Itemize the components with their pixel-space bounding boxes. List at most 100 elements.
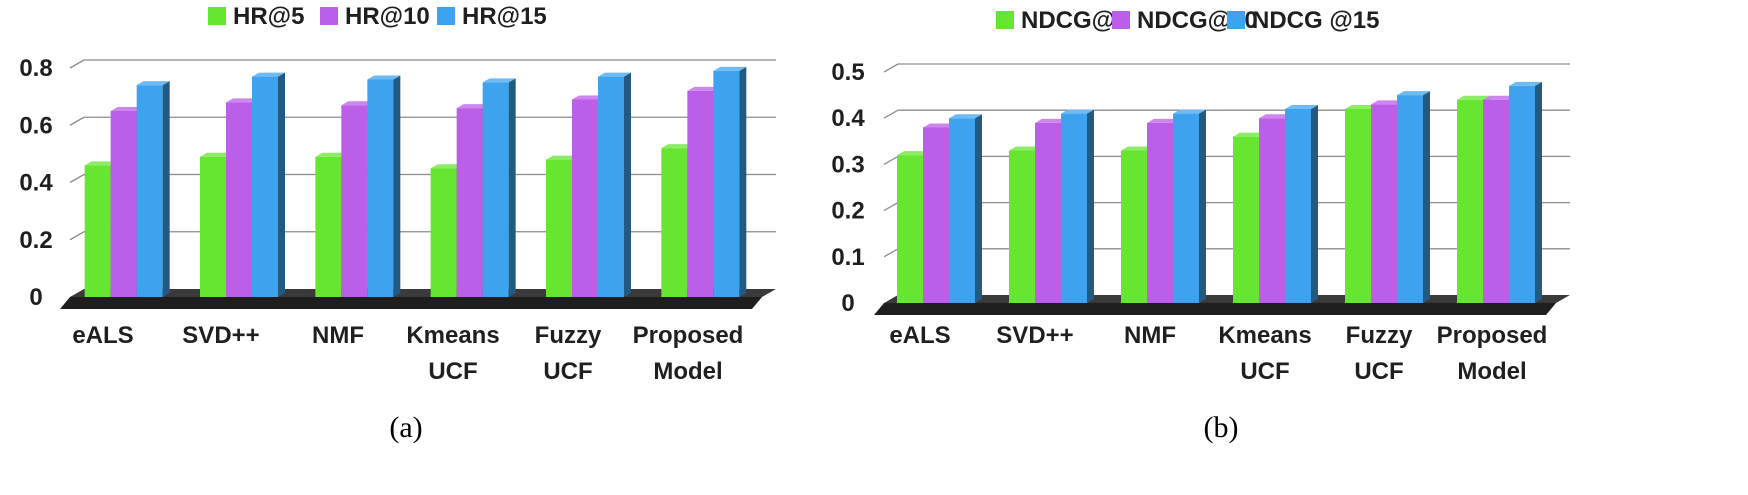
- bar: [949, 114, 982, 303]
- legend-item: NDCG@5: [996, 7, 1128, 34]
- bar-top: [1035, 118, 1068, 123]
- x-tick-label-line: SVD++: [996, 322, 1073, 349]
- bar-top: [226, 98, 259, 103]
- bar-top: [456, 104, 490, 109]
- bar-front: [572, 99, 598, 297]
- x-tick-label: SVD++: [182, 322, 259, 349]
- x-tick-label: NMF: [1124, 322, 1176, 349]
- y-tick-label: 0: [841, 290, 854, 317]
- bar-side: [393, 75, 401, 297]
- bar-front: [923, 127, 949, 303]
- legend-label: HR@5: [233, 3, 304, 30]
- bar-top: [1457, 95, 1490, 100]
- gridline-side: [883, 63, 899, 73]
- bar-front: [200, 156, 226, 297]
- bar-top: [1233, 132, 1266, 137]
- gridline-side: [883, 155, 899, 165]
- panel-caption: (a): [389, 411, 422, 444]
- x-tick-label: eALS: [72, 322, 133, 349]
- bar: [1173, 109, 1206, 303]
- x-tick-label: Proposed Model: [633, 322, 744, 385]
- legend-item: HR@5: [208, 3, 304, 30]
- bar-front: [1233, 136, 1259, 303]
- y-tick-label: 0.2: [19, 227, 52, 254]
- bar-top: [110, 106, 144, 111]
- x-tick-label-line: Fuzzy: [535, 322, 602, 349]
- bar: [598, 72, 631, 298]
- legend-item: HR@15: [437, 3, 547, 30]
- y-tick-label: 0.4: [19, 170, 53, 197]
- bar-top: [546, 155, 579, 160]
- bar-top: [1397, 91, 1430, 96]
- chart-panel-a: 0 0.2 0.4 0.6 0.8 eALS SVD++ NMF Kmeans UCF Fuzzy U…: [19, 3, 776, 444]
- bar-side: [624, 72, 631, 298]
- x-tick-label-line: Model: [653, 358, 722, 385]
- bar-side: [975, 114, 982, 303]
- bar-top: [136, 81, 170, 86]
- bar-front: [1397, 95, 1423, 303]
- bar-front: [110, 110, 137, 297]
- legend-label: HR@15: [462, 3, 547, 30]
- bar: [367, 75, 401, 297]
- bar-front: [1121, 150, 1147, 303]
- legend-swatch: [320, 7, 338, 25]
- y-tick-label: 0.6: [19, 112, 52, 139]
- x-tick-label: Fuzzy UCF: [535, 322, 602, 385]
- bar: [1285, 104, 1318, 304]
- bar-front: [546, 159, 572, 297]
- bar-top: [1509, 81, 1542, 86]
- gridline-side: [883, 248, 899, 258]
- x-tick-label: eALS: [889, 322, 950, 349]
- bar-front: [482, 82, 509, 297]
- x-tick-label-line: eALS: [72, 322, 133, 349]
- y-tick-label: 0.4: [831, 105, 865, 132]
- bar-top: [482, 78, 516, 83]
- y-tick-label: 0: [29, 284, 42, 311]
- gridline-side: [69, 59, 85, 69]
- bar-top: [1285, 104, 1318, 109]
- bar-front: [1035, 122, 1061, 303]
- x-tick-label: Kmeans UCF: [406, 322, 499, 385]
- bar-top: [1371, 100, 1404, 105]
- legend-swatch: [1112, 11, 1130, 29]
- bar-front: [341, 105, 368, 298]
- bar-top: [897, 151, 930, 156]
- x-tick-label-line: eALS: [889, 322, 950, 349]
- bar-front: [136, 85, 163, 297]
- x-tick-label-line: NMF: [1124, 322, 1176, 349]
- y-tick-label: 0.5: [831, 59, 864, 86]
- bar-top: [661, 144, 695, 149]
- bar-front: [661, 148, 688, 297]
- bar-front: [1173, 113, 1199, 303]
- x-tick-label-line: Fuzzy: [1346, 322, 1413, 349]
- bar-top: [713, 66, 747, 71]
- bar-front: [897, 155, 923, 303]
- x-tick-label: Kmeans UCF: [1218, 322, 1311, 385]
- bar-front: [367, 79, 394, 297]
- x-tick-label-line: Proposed: [633, 322, 744, 349]
- bar-top: [430, 164, 464, 169]
- x-tick-label-line: Kmeans: [1218, 322, 1311, 349]
- bar-front: [226, 102, 252, 297]
- bar-side: [1535, 81, 1542, 303]
- bar-front: [1259, 118, 1285, 303]
- bar: [713, 66, 747, 297]
- bar-front: [1509, 85, 1535, 303]
- bar: [1397, 91, 1430, 303]
- bar-side: [1311, 104, 1318, 304]
- bar-top: [1173, 109, 1206, 114]
- y-tick-label: 0.2: [831, 198, 864, 225]
- bar-front: [84, 165, 111, 297]
- bar: [1061, 109, 1094, 303]
- bar: [252, 72, 285, 298]
- bar-top: [1121, 146, 1154, 151]
- bar-front: [1483, 99, 1509, 303]
- x-tick-label: Proposed Model: [1437, 322, 1548, 385]
- legend-swatch: [437, 7, 455, 25]
- bar: [482, 78, 516, 297]
- bar-side: [1199, 109, 1206, 303]
- bar-front: [713, 70, 740, 297]
- x-tick-label-line: UCF: [1240, 358, 1289, 385]
